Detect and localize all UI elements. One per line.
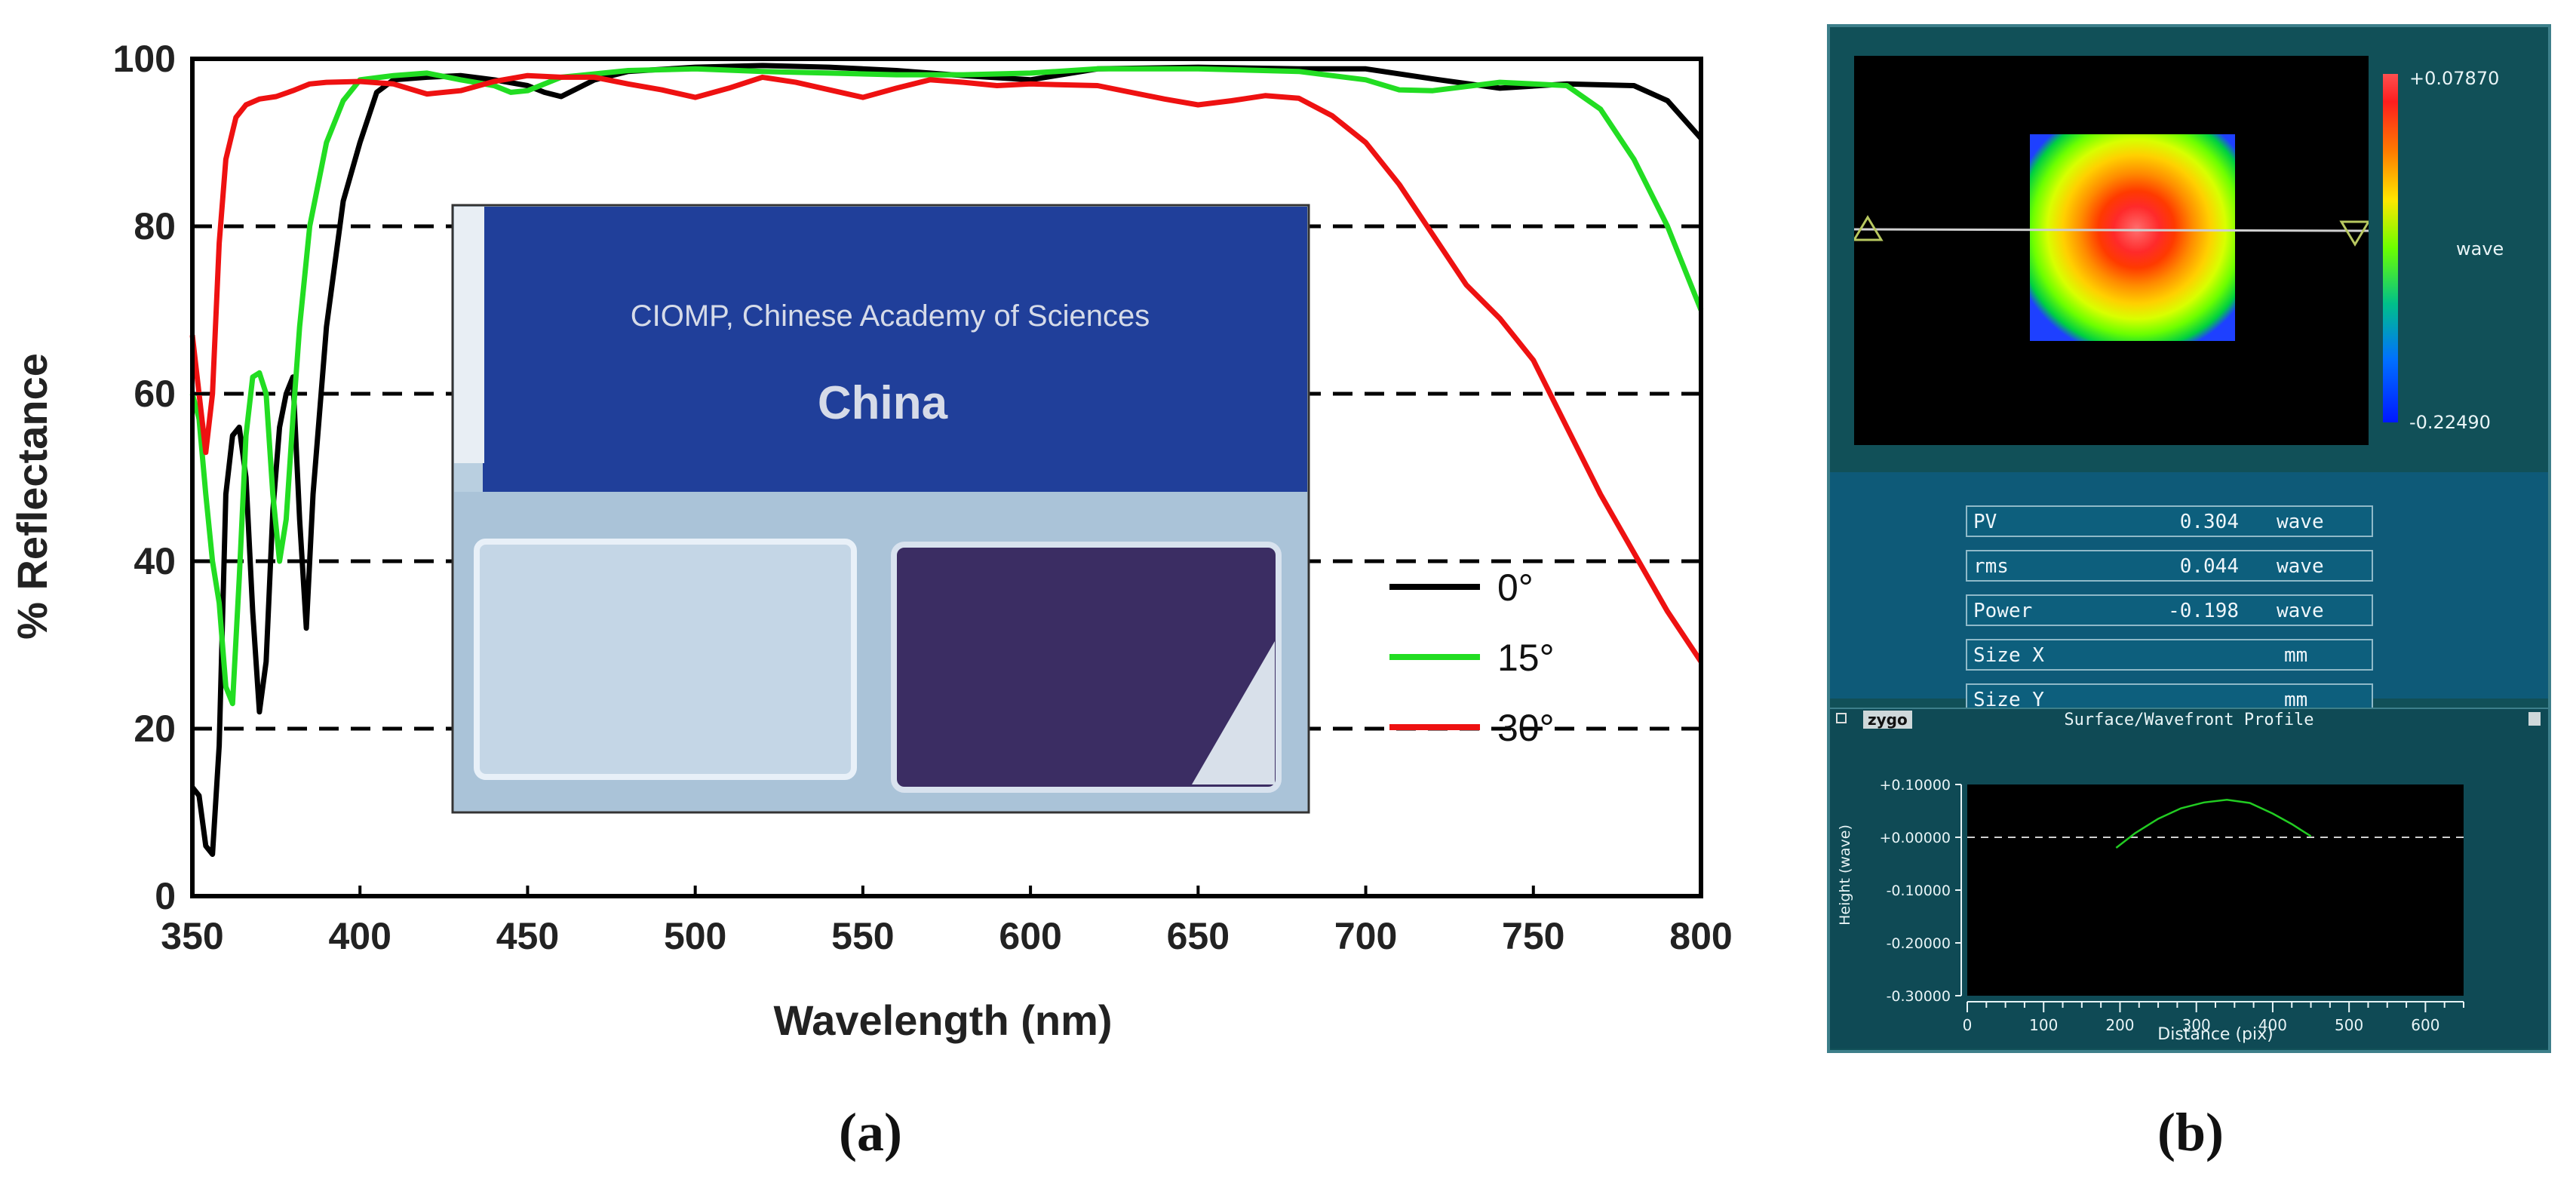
stats-panel: PV 0.304 wave rms 0.044 wave Power -0.19… [1830, 472, 2548, 715]
stat-power: Power -0.198 wave [1966, 594, 2373, 626]
profile-x-tick-label: 200 [2105, 1016, 2134, 1034]
stat-label: rms [1973, 555, 2009, 578]
colorbar-max: +0.07870 [2409, 68, 2500, 89]
x-tick-label: 450 [496, 915, 559, 957]
phase-map-image [2030, 134, 2235, 341]
marker-left-icon[interactable] [1854, 215, 1884, 241]
x-tick-label: 750 [1502, 915, 1564, 957]
y-axis-label: % Reflectance [8, 353, 56, 640]
stat-unit: wave [2277, 600, 2324, 622]
stat-pv: PV 0.304 wave [1966, 505, 2373, 537]
stat-size-x: Size X mm [1966, 639, 2373, 671]
tool-icon[interactable] [2528, 712, 2541, 726]
x-axis-label: Wavelength (nm) [773, 996, 1112, 1044]
profile-y-tick-label: -0.30000 [1887, 988, 1951, 1005]
profile-y-label: Height (wave) [1837, 824, 1853, 926]
clear-substrate [474, 539, 857, 780]
profile-plot-area [1967, 784, 2464, 996]
colorbar-unit: wave [2456, 238, 2504, 259]
stat-unit: wave [2277, 511, 2324, 533]
x-tick-label: 600 [999, 915, 1061, 957]
stat-unit: mm [2284, 644, 2308, 667]
inset-photo: CIOMP, Chinese Academy of Sciences China [451, 204, 1310, 814]
x-tick-label: 650 [1167, 915, 1230, 957]
stat-label: Size X [1973, 644, 2044, 667]
profile-x-tick-label: 500 [2335, 1016, 2363, 1034]
x-tick-label: 550 [831, 915, 894, 957]
series-line-2 [189, 72, 1703, 664]
legend: 0° 15° 30° [1389, 566, 1555, 749]
mirror-sample [891, 542, 1282, 793]
legend-label: 15° [1497, 637, 1555, 679]
y-tick-label: 100 [113, 38, 176, 80]
legend-label: 30° [1497, 707, 1555, 749]
profile-y-tick-label: -0.10000 [1887, 883, 1951, 899]
reflectance-chart: 350 400 450 500 550 600 650 700 750 800 0 20 40 60 80 1… [8, 38, 1733, 1044]
profile-y-tick-label: +0.10000 [1880, 777, 1951, 794]
legend-label: 0° [1497, 566, 1534, 609]
profile-x-tick-label: 300 [2182, 1016, 2211, 1034]
x-tick-label: 700 [1334, 915, 1397, 957]
window-menu-icon[interactable] [1836, 713, 1847, 723]
stat-unit: wave [2277, 555, 2324, 578]
colorbar-min: -0.22490 [2409, 412, 2491, 433]
y-tick-label: 60 [134, 373, 176, 415]
x-tick-label: 350 [161, 915, 223, 957]
stat-label: Power [1973, 600, 2033, 622]
series-group [189, 63, 1704, 857]
series-line-1 [189, 66, 1704, 707]
phase-map [1854, 56, 2369, 445]
profile-y-tick-label: +0.00000 [1880, 830, 1951, 846]
profile-x-label: Distance (pix) [2157, 1025, 2273, 1044]
profile-x-tick-label: 600 [2411, 1016, 2439, 1034]
stat-value: 0.044 [2179, 555, 2239, 578]
caption-a: (a) [839, 1102, 902, 1162]
profile-series [2115, 799, 2312, 849]
caption-b: (b) [2157, 1102, 2224, 1162]
x-tick-label: 800 [1669, 915, 1732, 957]
stat-value: 0.304 [2179, 511, 2239, 533]
plot-frame [190, 57, 1703, 898]
axis-ticks: 350 400 450 500 550 600 650 700 750 800 0 20 40 60 80 1… [113, 38, 1733, 957]
y-tick-label: 40 [134, 540, 176, 582]
profile-x-tick-label: 0 [1963, 1016, 1973, 1034]
profile-series-line [2115, 799, 2312, 849]
stat-label: PV [1973, 511, 1997, 533]
blue-sign [483, 207, 1307, 492]
profile-chart: 0 100 200 300 400 500 600 +0.10000 +0.00000 -0.10… [1830, 732, 2548, 1049]
stat-value: -0.198 [2168, 600, 2239, 622]
profile-ticks: 0 100 200 300 400 500 600 +0.10000 +0.00000 -0.10… [1880, 777, 2464, 1034]
x-tick-label: 400 [329, 915, 391, 957]
zygo-logo: zygo [1863, 711, 1912, 729]
y-tick-label: 80 [134, 205, 176, 247]
zygo-panel: +0.07870 wave -0.22490 PV 0.304 wave rms… [1827, 24, 2551, 1053]
profile-title: Surface/Wavefront Profile [2064, 711, 2314, 729]
colorbar [2383, 74, 2398, 422]
profile-titlebar: zygo Surface/Wavefront Profile [1830, 708, 2548, 732]
x-tick-label: 500 [664, 915, 726, 957]
profile-marker [1854, 215, 2369, 247]
y-tick-label: 20 [134, 708, 176, 750]
marker-right-icon[interactable] [2339, 220, 2369, 247]
stat-rms: rms 0.044 wave [1966, 550, 2373, 582]
sign-line2: China [818, 377, 948, 429]
profile-x-tick-label: 400 [2258, 1016, 2287, 1034]
sign-line1: CIOMP, Chinese Academy of Sciences [631, 299, 1150, 333]
y-tick-label: 0 [155, 875, 176, 917]
profile-y-tick-label: -0.20000 [1887, 935, 1951, 952]
profile-x-tick-label: 100 [2029, 1016, 2058, 1034]
